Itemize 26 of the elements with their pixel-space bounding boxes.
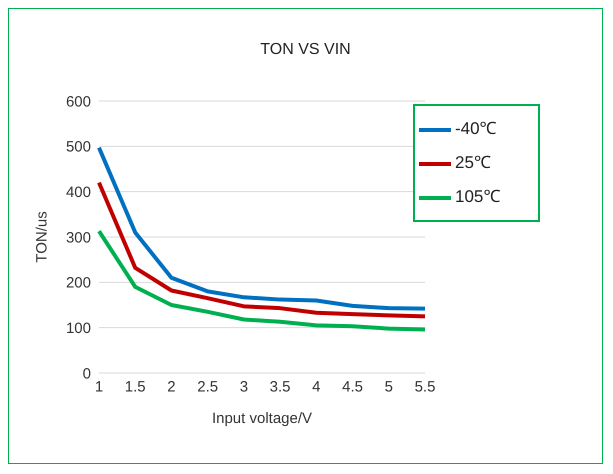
y-tick-label: 200	[66, 274, 91, 292]
y-axis-title: TON/us	[33, 211, 50, 263]
legend-label: -40℃	[455, 119, 497, 138]
chart-title: TON VS VIN	[259, 41, 352, 59]
y-tick-label: 100	[66, 320, 91, 337]
x-tick-label: 3	[240, 378, 248, 396]
y-tick-label: 300	[66, 229, 91, 246]
x-tick-label: 5.5	[414, 378, 436, 396]
legend-label: 105℃	[455, 187, 500, 206]
line-series	[97, 146, 427, 311]
x-tick-label: 4.5	[342, 378, 363, 396]
y-tick-label: 600	[66, 93, 91, 110]
y-tick-label: 500	[66, 138, 91, 156]
line-series	[97, 180, 427, 318]
x-tick-label: 1	[94, 378, 104, 396]
y-tick-label: 0	[82, 365, 91, 382]
x-tick-label: 2.5	[197, 378, 218, 396]
line-series	[97, 229, 427, 332]
y-tick-label: 400	[66, 184, 91, 201]
x-tick-label: 1.5	[124, 378, 146, 396]
x-tick-label: 5	[384, 378, 393, 396]
x-axis-title: Input voltage/V	[212, 410, 312, 427]
legend-label: 25℃	[455, 153, 491, 172]
x-tick-label: 4	[312, 378, 321, 396]
x-tick-label: 2	[167, 378, 176, 396]
x-tick-label: 3.5	[270, 378, 291, 396]
